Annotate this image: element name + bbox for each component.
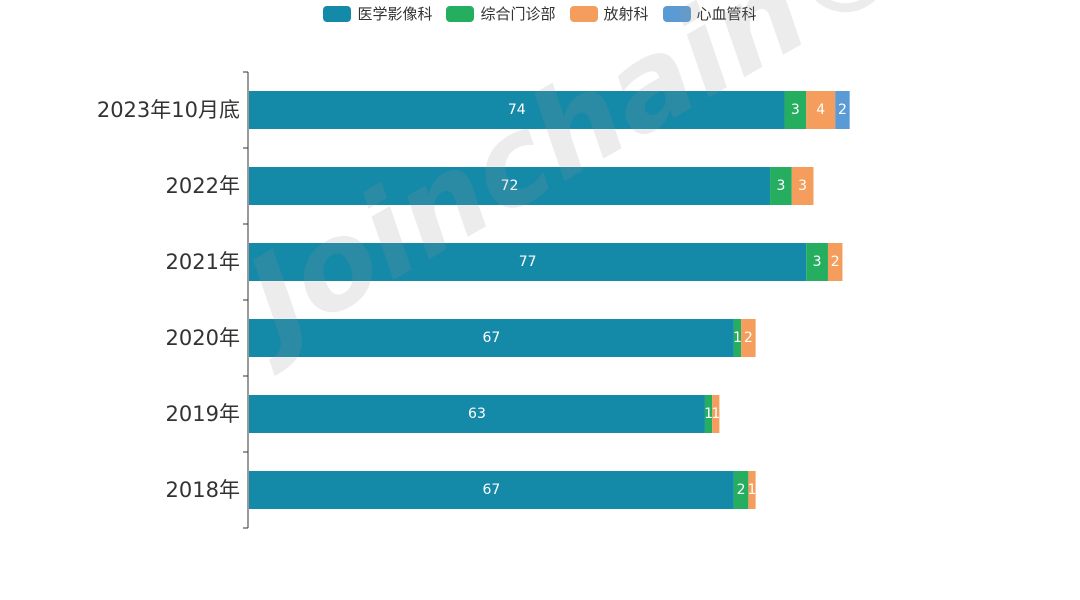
legend-item-3[interactable]: 心血管科 bbox=[662, 3, 757, 24]
data-label: 67 bbox=[483, 482, 501, 498]
data-label: 3 bbox=[798, 178, 807, 194]
bar-segment bbox=[249, 91, 785, 129]
data-label: 1 bbox=[748, 482, 757, 498]
data-label: 2 bbox=[737, 482, 746, 498]
legend-label-3: 心血管科 bbox=[696, 5, 757, 23]
bar-segment bbox=[784, 91, 807, 129]
data-label: 63 bbox=[468, 406, 486, 422]
data-label: 3 bbox=[791, 102, 800, 118]
bar-segment bbox=[704, 395, 713, 433]
bar-segment bbox=[249, 471, 734, 509]
legend-label-1: 综合门诊部 bbox=[480, 5, 556, 23]
legend-swatch-0 bbox=[323, 5, 352, 22]
data-label: 1 bbox=[704, 406, 713, 422]
bar-segment bbox=[249, 243, 807, 281]
bar-segment bbox=[712, 395, 720, 433]
bar-segment bbox=[835, 91, 850, 129]
y-tick-label: 2019年 bbox=[166, 402, 240, 426]
data-label: 1 bbox=[711, 406, 720, 422]
bar-segment bbox=[806, 243, 828, 281]
y-tick-label: 2020年 bbox=[166, 326, 240, 350]
chart-legend: 医学影像科 综合门诊部 放射科 心血管科 bbox=[0, 3, 1080, 24]
y-tick-label: 2023年10月底 bbox=[97, 98, 240, 122]
data-label: 2 bbox=[744, 330, 753, 346]
bar-segment bbox=[249, 319, 734, 357]
data-label: 74 bbox=[508, 102, 526, 118]
data-label: 3 bbox=[813, 254, 822, 270]
legend-label-2: 放射科 bbox=[603, 5, 649, 23]
bar-segment bbox=[733, 471, 749, 509]
bar-segment bbox=[249, 395, 705, 433]
bar-segment bbox=[741, 319, 756, 357]
data-label: 2 bbox=[831, 254, 840, 270]
data-label: 72 bbox=[501, 178, 519, 194]
data-label: 1 bbox=[733, 330, 742, 346]
bar-segment bbox=[791, 167, 814, 205]
bar-segment bbox=[733, 319, 742, 357]
bar-segment bbox=[748, 471, 756, 509]
bar-segment bbox=[770, 167, 792, 205]
legend-label-0: 医学影像科 bbox=[357, 5, 433, 23]
data-label: 2 bbox=[838, 102, 847, 118]
y-tick-label: 2021年 bbox=[166, 250, 240, 274]
y-tick-label: 2022年 bbox=[166, 174, 240, 198]
bar-segment bbox=[827, 243, 843, 281]
y-tick-label: 2018年 bbox=[166, 478, 240, 502]
legend-item-0[interactable]: 医学影像科 bbox=[323, 3, 432, 24]
bar-segment bbox=[249, 167, 771, 205]
legend-swatch-1 bbox=[446, 5, 475, 22]
legend-item-2[interactable]: 放射科 bbox=[569, 3, 649, 24]
legend-swatch-2 bbox=[569, 5, 598, 22]
data-label: 67 bbox=[483, 330, 501, 346]
legend-swatch-3 bbox=[662, 5, 691, 22]
legend-item-1[interactable]: 综合门诊部 bbox=[446, 3, 556, 24]
data-label: 77 bbox=[519, 254, 537, 270]
data-label: 3 bbox=[776, 178, 785, 194]
data-label: 4 bbox=[816, 102, 825, 118]
bar-segment bbox=[806, 91, 836, 129]
